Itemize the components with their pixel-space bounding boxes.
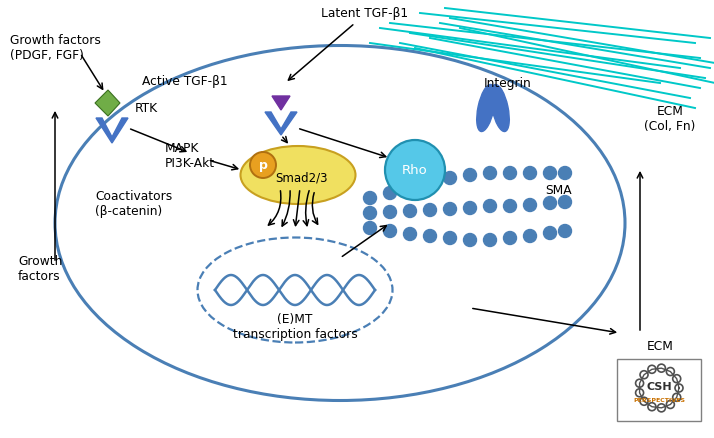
Ellipse shape (491, 85, 509, 132)
Circle shape (463, 202, 476, 215)
Circle shape (483, 200, 496, 213)
Text: Coactivators
(β-catenin): Coactivators (β-catenin) (95, 190, 172, 218)
Circle shape (503, 167, 516, 180)
Circle shape (443, 232, 456, 245)
Text: Latent TGF-β1: Latent TGF-β1 (321, 7, 408, 20)
Circle shape (383, 187, 396, 200)
Text: (E)MT
transcription factors: (E)MT transcription factors (233, 312, 358, 340)
Circle shape (250, 153, 276, 179)
Ellipse shape (241, 147, 356, 205)
Circle shape (523, 167, 536, 180)
Circle shape (363, 192, 376, 205)
Ellipse shape (477, 85, 496, 132)
Circle shape (503, 200, 516, 213)
Circle shape (558, 225, 571, 238)
Circle shape (443, 203, 456, 216)
Circle shape (443, 172, 456, 185)
Circle shape (483, 167, 496, 180)
Text: Active TGF-β1: Active TGF-β1 (142, 74, 228, 87)
Polygon shape (96, 119, 128, 144)
Text: Smad2/3: Smad2/3 (276, 171, 328, 184)
Text: p: p (258, 159, 268, 172)
Circle shape (423, 204, 436, 217)
Circle shape (463, 234, 476, 247)
Circle shape (385, 141, 445, 201)
Text: PERSPECTIVES: PERSPECTIVES (633, 398, 685, 403)
Circle shape (423, 230, 436, 243)
Circle shape (543, 227, 556, 240)
Circle shape (383, 206, 396, 219)
Text: RTK: RTK (135, 102, 158, 115)
Circle shape (503, 232, 516, 245)
Text: Growth factors
(PDGF, FGF): Growth factors (PDGF, FGF) (10, 34, 101, 62)
Circle shape (403, 205, 416, 218)
Polygon shape (265, 113, 297, 136)
Circle shape (523, 230, 536, 243)
Circle shape (403, 228, 416, 241)
Polygon shape (95, 91, 120, 117)
Text: Rho: Rho (402, 164, 428, 177)
Circle shape (558, 196, 571, 209)
Text: MAPK
PI3K-Akt: MAPK PI3K-Akt (165, 141, 215, 170)
FancyBboxPatch shape (617, 359, 701, 421)
Circle shape (483, 234, 496, 247)
Text: Growth
factors: Growth factors (18, 254, 62, 283)
Circle shape (523, 199, 536, 212)
Text: Integrin: Integrin (484, 77, 532, 90)
Circle shape (543, 167, 556, 180)
Text: CSH: CSH (646, 381, 672, 391)
Circle shape (383, 225, 396, 238)
Circle shape (363, 222, 376, 235)
Circle shape (558, 167, 571, 180)
Circle shape (543, 197, 556, 210)
Circle shape (363, 207, 376, 220)
Text: ECM: ECM (647, 340, 674, 353)
Polygon shape (272, 97, 290, 111)
Circle shape (463, 169, 476, 182)
Circle shape (403, 182, 416, 195)
Text: SMA: SMA (545, 184, 572, 197)
Text: ECM
(Col, Fn): ECM (Col, Fn) (644, 105, 695, 133)
Circle shape (423, 177, 436, 190)
